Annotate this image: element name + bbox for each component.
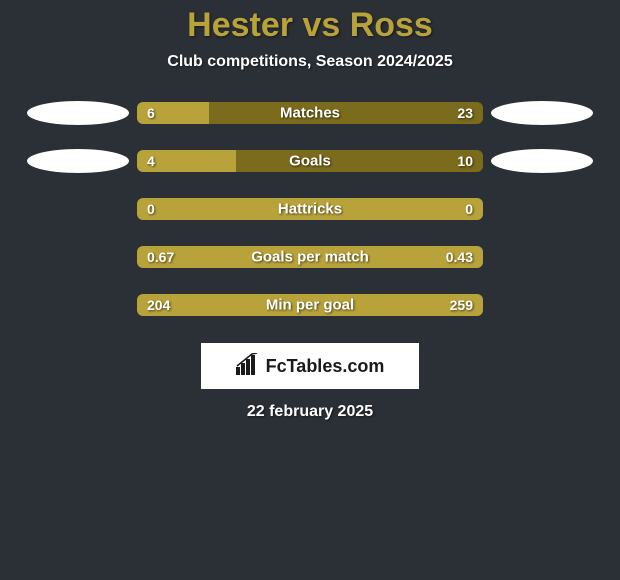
stat-value-left: 204: [147, 297, 170, 313]
player-badge-right: [491, 101, 593, 125]
stat-bar: 0.67 Goals per match 0.43: [137, 246, 483, 268]
date-label: 22 february 2025: [0, 403, 620, 421]
stat-value-left: 4: [147, 153, 155, 169]
stat-row: 0 Hattricks 0: [0, 197, 620, 221]
player-badge-right: [491, 149, 593, 173]
stat-value-right: 259: [450, 297, 473, 313]
stat-bar: 4 Goals 10: [137, 150, 483, 172]
stat-label: Goals: [289, 153, 331, 170]
stat-label: Matches: [280, 105, 340, 122]
bar-chart-icon: [236, 353, 262, 380]
stat-bar: 6 Matches 23: [137, 102, 483, 124]
spacer: [27, 197, 129, 221]
player-badge-left: [27, 101, 129, 125]
stat-value-right: 0.43: [446, 249, 473, 265]
stat-row: 6 Matches 23: [0, 101, 620, 125]
spacer: [27, 245, 129, 269]
stat-row: 0.67 Goals per match 0.43: [0, 245, 620, 269]
stat-value-left: 0: [147, 201, 155, 217]
stat-value-right: 0: [465, 201, 473, 217]
stat-bar: 0 Hattricks 0: [137, 198, 483, 220]
stat-value-left: 0.67: [147, 249, 174, 265]
stat-label: Hattricks: [278, 201, 342, 218]
page-title: Hester vs Ross: [0, 6, 620, 45]
stat-row: 204 Min per goal 259: [0, 293, 620, 317]
player-badge-left: [27, 149, 129, 173]
stat-row: 4 Goals 10: [0, 149, 620, 173]
stat-value-right: 10: [457, 153, 473, 169]
stat-label: Goals per match: [251, 249, 369, 266]
logo-box[interactable]: FcTables.com: [201, 343, 419, 389]
spacer: [491, 197, 593, 221]
stat-bar: 204 Min per goal 259: [137, 294, 483, 316]
spacer: [27, 293, 129, 317]
stat-value-right: 23: [457, 105, 473, 121]
subtitle: Club competitions, Season 2024/2025: [0, 53, 620, 71]
stat-label: Min per goal: [266, 297, 354, 314]
spacer: [491, 245, 593, 269]
spacer: [491, 293, 593, 317]
comparison-bars: 6 Matches 23 4 Goals 10 0 Hattricks 0 0.67 Goals p…: [0, 101, 620, 317]
container: Hester vs Ross Club competitions, Season…: [0, 0, 620, 580]
stat-value-left: 6: [147, 105, 155, 121]
logo-text: FcTables.com: [266, 356, 385, 377]
